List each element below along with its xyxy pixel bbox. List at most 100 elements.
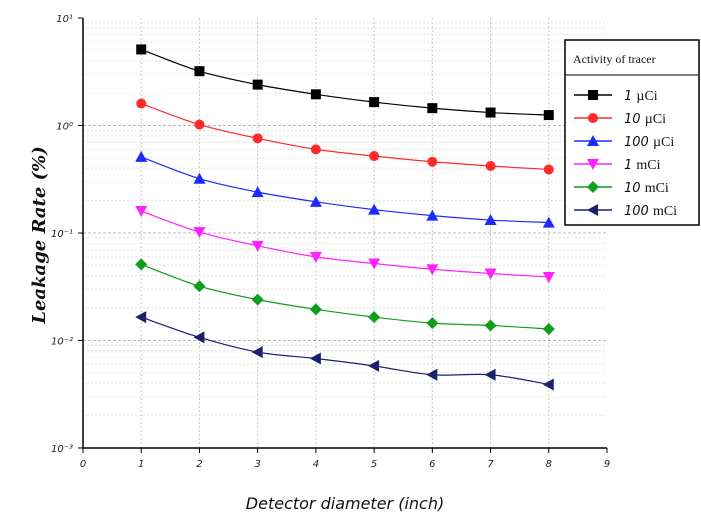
data-point [193,280,206,293]
data-point [251,186,264,198]
legend-label: 100 mCi [624,204,677,219]
series-line [141,156,549,224]
series-line [141,48,549,116]
x-tick-label: 5 [371,459,377,470]
data-point [485,107,496,118]
data-point [368,258,381,270]
data-point [542,322,555,335]
data-point [251,240,264,252]
y-tick-label: 10⁰ [56,122,73,133]
data-point [193,331,205,344]
x-tick-label: 6 [429,459,435,470]
data-point [426,317,439,330]
data-point [193,172,206,184]
legend-label: 1 µCi [624,89,658,104]
axes [78,17,608,453]
data-point [543,110,554,121]
data-point [587,181,599,193]
x-tick-labels: 0 1 2 3 4 5 6 7 8 9 [80,459,610,470]
data-point [542,378,554,391]
y-tick-label: 10⁻² [51,337,73,348]
x-axis-label: Detector diameter (inch) [246,494,444,513]
x-tick-label: 7 [487,459,494,470]
series-3 [135,150,555,228]
x-tick-label: 8 [546,459,552,470]
data-point [542,271,555,283]
series-group [135,44,555,391]
legend-entry: 10 µCi [574,112,666,127]
data-point [369,151,380,162]
data-point [309,303,322,316]
legend-label: 100 µCi [624,135,674,150]
data-point [252,133,263,144]
series-4 [135,206,555,283]
data-point [309,352,321,365]
data-point [427,156,438,167]
series-line [141,210,549,278]
data-point [426,209,439,221]
data-point [427,103,438,114]
legend-title: Activity of tracer [573,52,656,66]
data-point [135,258,148,271]
data-point [309,195,322,207]
data-point [426,368,438,381]
data-point [193,227,206,239]
legend-entry: 10 mCi [574,181,669,196]
data-point [135,206,148,218]
data-point [484,319,497,332]
data-point [251,346,263,359]
x-tick-label: 1 [138,459,144,470]
x-tick-label: 2 [196,459,202,470]
data-point [587,159,599,170]
data-point [542,216,555,228]
data-point [588,90,598,100]
data-point [485,161,496,172]
data-point [484,268,497,280]
series-2 [136,98,554,175]
series-5 [135,258,555,335]
data-point [587,204,598,216]
data-point [310,89,321,100]
x-tick-label: 0 [80,459,86,470]
y-axis-label: Leakage Rate (%) [29,146,50,324]
y-tick-label: 10¹ [56,14,73,25]
data-point [310,144,321,155]
x-tick-label: 3 [254,459,260,470]
data-point [309,251,322,263]
data-point [368,359,380,372]
data-point [194,66,205,77]
x-tick-label: 9 [604,459,610,470]
x-tick-label: 4 [313,459,319,470]
data-point [369,97,380,108]
series-1 [136,44,554,121]
data-point [135,311,147,324]
data-point [368,311,381,324]
data-point [251,293,264,306]
legend-entry: 100 mCi [574,204,677,219]
data-point [252,79,263,90]
data-point [484,214,497,226]
data-point [136,44,147,55]
data-point [194,119,205,130]
legend-label: 1 mCi [624,158,661,173]
legend: Activity of tracer 1 µCi 10 µCi 100 µCi 1 m… [564,39,700,226]
data-point [426,264,439,276]
data-point [543,164,554,175]
legend-entry: 100 µCi [574,135,674,150]
data-point [136,98,147,109]
data-point [588,113,598,123]
legend-entry: 1 mCi [574,158,661,173]
data-point [484,368,496,381]
y-tick-label: 10⁻¹ [51,229,73,240]
legend-entry: 1 µCi [574,89,658,104]
y-tick-label: 10⁻³ [51,444,73,455]
data-point [587,135,599,146]
y-tick-labels: 10¹ 10⁰ 10⁻¹ 10⁻² 10⁻³ [51,14,73,455]
legend-label: 10 mCi [624,181,669,196]
data-point [135,150,148,162]
grid [83,18,607,448]
series-6 [135,311,554,391]
legend-box [564,39,700,226]
legend-label: 10 µCi [624,112,666,127]
